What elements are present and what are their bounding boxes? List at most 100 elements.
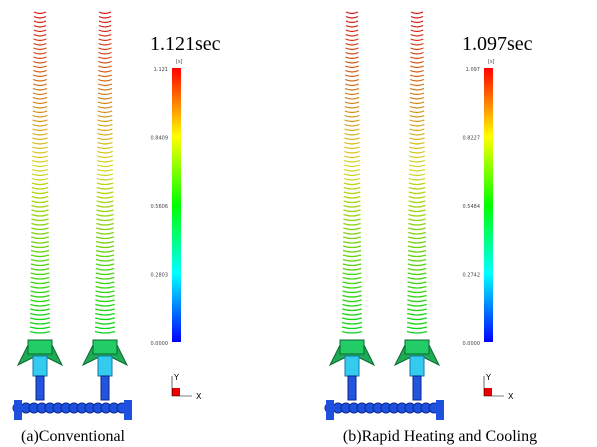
contour-ring [31, 218, 49, 222]
contour-ring [97, 119, 113, 123]
contour-ring [31, 195, 49, 199]
contour-ring [407, 285, 427, 289]
contour-ring [345, 38, 359, 42]
scale-label: 0.5606 [151, 204, 169, 210]
contour-ring [344, 119, 360, 123]
contour-ring [345, 11, 359, 15]
contour-ring [342, 267, 362, 271]
contour-ring [409, 110, 425, 114]
contour-ring [32, 96, 48, 100]
contour-ring [30, 254, 50, 258]
contour-ring [98, 42, 112, 46]
scale-label: 0.5484 [463, 204, 481, 210]
contour-ring [32, 128, 48, 132]
part-stem [32, 355, 48, 377]
contour-ring [95, 254, 115, 258]
contour-ring [409, 114, 425, 118]
contour-ring [30, 258, 50, 262]
contour-ring [97, 74, 113, 78]
part-stem [344, 355, 360, 377]
contour-ring [341, 330, 363, 334]
contour-ring [345, 51, 359, 55]
contour-ring [32, 101, 48, 105]
contour-ring [95, 281, 115, 285]
contour-ring [31, 164, 49, 168]
contour-ring [343, 173, 361, 177]
contour-ring [343, 227, 361, 231]
contour-ring [409, 78, 425, 82]
contour-ring [342, 281, 362, 285]
contour-ring [96, 209, 114, 213]
contour-ring [344, 92, 360, 96]
contour-ring [343, 200, 361, 204]
contour-ring [95, 272, 115, 276]
contour-ring [30, 272, 50, 276]
contour-ring [342, 236, 362, 240]
contour-ring [33, 24, 47, 28]
contour-ring [407, 236, 427, 240]
contour-ring [97, 123, 113, 127]
contour-ring [95, 263, 115, 267]
contour-ring [97, 87, 113, 91]
contour-ring [96, 168, 114, 172]
contour-ring [408, 222, 426, 226]
contour-ring [407, 240, 427, 244]
contour-ring [30, 263, 50, 267]
contour-ring [342, 272, 362, 276]
contour-ring [408, 213, 426, 217]
contour-ring [342, 249, 362, 253]
contour-ring [408, 204, 426, 208]
contour-ring [97, 150, 113, 154]
contour-ring [31, 209, 49, 213]
unit-label: [s] [488, 59, 495, 65]
contour-ring [343, 168, 361, 172]
contour-ring [94, 317, 116, 321]
contour-ring [97, 146, 113, 150]
contour-ring [407, 267, 427, 271]
contour-ring [410, 60, 424, 64]
contour-ring [343, 182, 361, 186]
contour-ring [344, 137, 360, 141]
contour-ring [96, 200, 114, 204]
part-body [404, 339, 430, 355]
contour-ring [95, 267, 115, 271]
contour-ring [98, 60, 112, 64]
contour-ring [343, 186, 361, 190]
contour-ring [95, 308, 115, 312]
contour-ring [32, 150, 48, 154]
runner-end [326, 400, 334, 420]
part-stem [97, 355, 113, 377]
contour-ring [31, 222, 49, 226]
contour-ring [408, 191, 426, 195]
contour-ring [342, 299, 362, 303]
contour-ring [409, 92, 425, 96]
contour-ring [409, 137, 425, 141]
contour-ring [95, 236, 115, 240]
scale-label: 0.2742 [463, 273, 481, 279]
contour-ring [33, 51, 47, 55]
contour-ring [33, 29, 47, 33]
contour-ring [344, 110, 360, 114]
contour-ring [407, 299, 427, 303]
contour-ring [32, 141, 48, 145]
scale-label: 0.2803 [151, 273, 169, 279]
part-foot [347, 375, 357, 401]
contour-ring [95, 294, 115, 298]
contour-ring [408, 173, 426, 177]
contour-ring [345, 20, 359, 24]
contour-ring [97, 83, 113, 87]
contour-ring [345, 29, 359, 33]
scale-label: 0.8409 [151, 136, 169, 142]
contour-ring [95, 299, 115, 303]
contour-ring [97, 141, 113, 145]
time-label: 1.097sec [462, 33, 533, 55]
runner-end [124, 400, 132, 420]
contour-ring [409, 105, 425, 109]
contour-ring [407, 276, 427, 280]
contour-ring [406, 321, 428, 325]
contour-ring [95, 312, 115, 316]
contour-ring [98, 51, 112, 55]
contour-ring [32, 137, 48, 141]
contour-ring [344, 146, 360, 150]
contour-ring [408, 218, 426, 222]
